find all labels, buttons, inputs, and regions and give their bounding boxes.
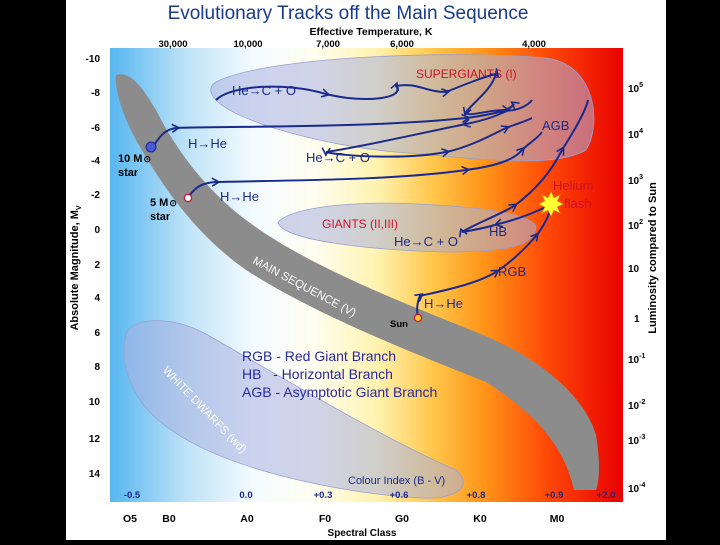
top-tick: 4,000 [522, 39, 546, 50]
he-c-o-top-label: He→C + O [232, 83, 296, 98]
spectral-class: F0 [319, 513, 331, 525]
left-tick: 14 [89, 469, 101, 480]
five-star-label: 5 M⊙ [150, 197, 177, 209]
he-c-o-mid-label: He→C + O [306, 150, 370, 165]
helium-flash-label-1: Helium [553, 178, 593, 193]
helium-flash-burst-icon [538, 191, 564, 217]
spectral-class: K0 [473, 513, 487, 525]
track-10-high-loop [215, 68, 533, 117]
left-tick: -10 [86, 54, 101, 65]
agb-label: AGB [542, 118, 569, 133]
colour-index-value: +0.8 [467, 490, 486, 501]
h-he-sun-label: H→He [424, 296, 463, 311]
colour-index-value: +0.3 [314, 490, 333, 501]
right-tick: 104 [628, 128, 643, 141]
ten-solar-mass-star [145, 141, 157, 153]
he-c-o-giants-label: He→C + O [394, 234, 458, 249]
right-tick: 105 [628, 82, 643, 95]
spectral-class: M0 [550, 513, 565, 525]
right-tick: 1 [634, 314, 640, 325]
five-star-word: star [150, 211, 171, 223]
left-tick: 10 [89, 397, 101, 408]
ten-star-word: star [118, 167, 139, 179]
left-tick: -2 [91, 190, 100, 201]
colour-index-value: +2.0 [597, 490, 616, 501]
left-tick: 4 [94, 293, 100, 304]
spectral-class: G0 [395, 513, 409, 525]
colour-index-value: +0.6 [390, 490, 409, 501]
track-labels: He→C + O H→He He→C + O H→He He→C + O H→H… [188, 83, 569, 311]
track-sun [414, 99, 589, 319]
left-tick: 2 [94, 260, 100, 271]
left-tick: 8 [94, 362, 100, 373]
left-axis-label-text: Absolute Magnitude, M [69, 210, 81, 330]
slide-title: Evolutionary Tracks off the Main Sequenc… [168, 3, 529, 24]
right-tick: 10-4 [628, 482, 645, 495]
left-axis-label-sub: V [76, 205, 83, 210]
left-axis-label: Absolute Magnitude, MV [69, 205, 83, 330]
h-he-5-label: H→He [220, 189, 259, 204]
hr-diagram: Evolutionary Tracks off the Main Sequenc… [69, 3, 659, 539]
right-tick: 10-3 [628, 434, 645, 447]
h-he-10-label: H→He [188, 136, 227, 151]
sun-star [413, 313, 423, 323]
top-tick: 30,000 [158, 39, 187, 50]
rgb-label: RGB [498, 264, 526, 279]
legend-hb: HB - Horizontal Branch [242, 366, 393, 382]
spectral-class: A0 [240, 513, 254, 525]
ten-star-label: 10 M⊙ [118, 153, 151, 165]
spectral-class-ticks: O5 B0 A0 F0 G0 K0 M0 [123, 513, 564, 525]
right-tick: 10 [628, 264, 640, 275]
colour-index-value: -0.5 [124, 490, 141, 501]
white-dwarfs-region [123, 320, 464, 499]
top-tick: 6,000 [390, 39, 414, 50]
left-tick: 6 [94, 328, 100, 339]
five-solar-mass-star [183, 193, 193, 203]
colour-index-label: Colour Index (B - V) [348, 475, 445, 487]
track-10-solar-mass [151, 101, 533, 158]
spectral-class-label: Spectral Class [328, 528, 397, 539]
legend-rgb: RGB - Red Giant Branch [242, 348, 396, 364]
slide: Evolutionary Tracks off the Main Sequenc… [66, 0, 666, 540]
right-tick: 102 [628, 219, 643, 232]
hb-label: HB [489, 224, 507, 239]
colour-index-values: -0.5 0.0 +0.3 +0.6 +0.8 +0.9 +2.0 [124, 490, 616, 501]
right-tick: 103 [628, 174, 643, 187]
legend-agb: AGB - Asymptotic Giant Branch [242, 384, 437, 400]
helium-flash-label-2: flash [564, 196, 591, 211]
left-tick: -4 [91, 156, 100, 167]
colour-index-value: 0.0 [239, 490, 252, 501]
left-tick: 12 [89, 434, 101, 445]
left-tick: -8 [91, 88, 100, 99]
sun-label: Sun [390, 319, 408, 330]
abbreviation-legend: RGB - Red Giant Branch HB - Horizontal B… [242, 348, 437, 400]
supergiants-label: SUPERGIANTS (I) [416, 67, 517, 81]
left-tick: 0 [94, 225, 100, 236]
evolutionary-tracks [151, 68, 589, 319]
giants-label: GIANTS (II,III) [322, 217, 398, 231]
top-axis-ticks: 30,000 10,000 7,000 6,000 4,000 [158, 39, 545, 50]
top-tick: 10,000 [233, 39, 262, 50]
left-tick: -6 [91, 123, 100, 134]
left-axis-ticks: -10 -8 -6 -4 -2 0 2 4 6 8 10 12 14 [86, 54, 101, 480]
right-tick: 10-2 [628, 399, 645, 412]
right-axis-ticks: 105 104 103 102 10 1 10-1 10-2 10-3 10-4 [628, 82, 645, 495]
top-tick: 7,000 [316, 39, 340, 50]
svg-text:Absolute Magnitude, MV: Absolute Magnitude, MV [69, 205, 83, 330]
colour-index-value: +0.9 [545, 490, 564, 501]
right-axis-label: Luminosity compared to Sun [647, 182, 659, 334]
spectral-class: O5 [123, 513, 137, 525]
spectral-class: B0 [162, 513, 176, 525]
top-axis-label: Effective Temperature, K [310, 26, 433, 38]
right-tick: 10-1 [628, 353, 645, 366]
